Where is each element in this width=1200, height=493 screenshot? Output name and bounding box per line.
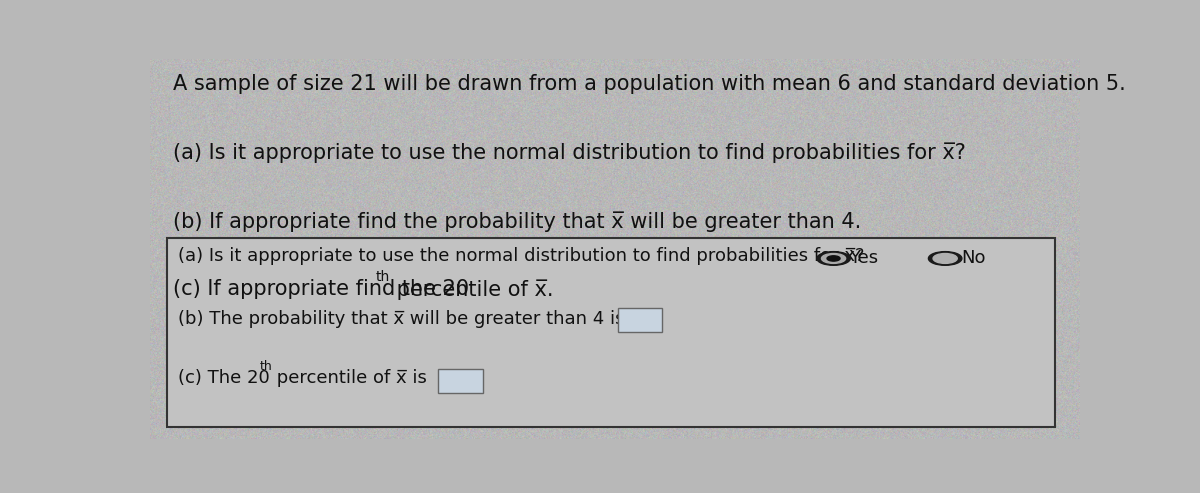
FancyBboxPatch shape (618, 308, 662, 332)
Text: (b) The probability that x̅ will be greater than 4 is: (b) The probability that x̅ will be grea… (178, 310, 624, 328)
Circle shape (822, 253, 846, 263)
Text: A sample of size 21 will be drawn from a population with mean 6 and standard dev: A sample of size 21 will be drawn from a… (173, 74, 1126, 94)
Text: No: No (961, 249, 985, 267)
Text: th: th (376, 270, 390, 284)
Text: percentile of x̅.: percentile of x̅. (390, 280, 553, 300)
Text: Yes: Yes (850, 249, 878, 267)
Text: (a) Is it appropriate to use the normal distribution to find probabilities for x: (a) Is it appropriate to use the normal … (178, 247, 864, 265)
Text: percentile of x̅ is: percentile of x̅ is (271, 369, 427, 387)
FancyBboxPatch shape (167, 238, 1055, 427)
Text: (c) The 20: (c) The 20 (178, 369, 270, 387)
Text: (a) Is it appropriate to use the normal distribution to find probabilities for x: (a) Is it appropriate to use the normal … (173, 142, 966, 163)
Text: (c) If appropriate find the 20: (c) If appropriate find the 20 (173, 280, 469, 299)
Circle shape (827, 256, 840, 261)
Text: (b) If appropriate find the probability that x̅ will be greater than 4.: (b) If appropriate find the probability … (173, 211, 862, 232)
Circle shape (817, 251, 851, 265)
Text: th: th (259, 360, 272, 373)
Circle shape (934, 253, 958, 263)
Circle shape (929, 251, 962, 265)
FancyBboxPatch shape (438, 369, 482, 393)
